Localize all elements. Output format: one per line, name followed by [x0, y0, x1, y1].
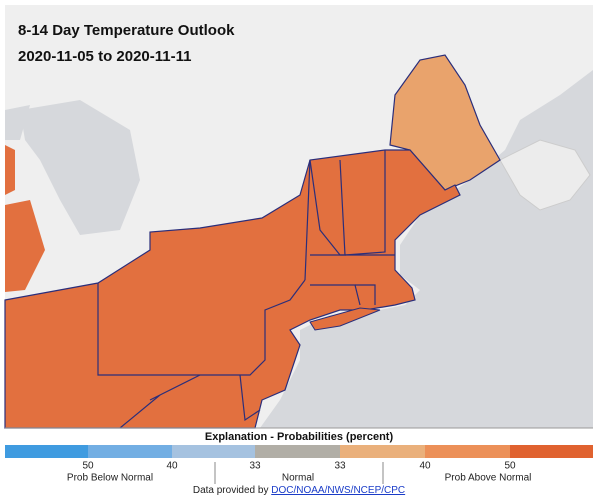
legend-tick: 50: [504, 461, 516, 472]
long-island: [309, 307, 381, 331]
color-bar: [5, 445, 593, 458]
nova-scotia: [499, 139, 591, 211]
legend-label: Normal: [282, 473, 314, 484]
source-link[interactable]: DOC/NOAA/NWS/NCEP/CPC: [271, 485, 406, 496]
swatch: [255, 445, 340, 458]
footer: Data provided by DOC/NOAA/NWS/NCEP/CPC: [0, 485, 598, 496]
swatch: [340, 445, 425, 458]
outlook-area: [5, 200, 45, 292]
legend-tick: 33: [334, 461, 346, 472]
lake-huron: [20, 100, 140, 235]
swatch: [5, 445, 88, 458]
lake-michigan: [5, 105, 30, 140]
legend-label: Prob Below Normal: [67, 473, 153, 484]
legend-tick: 40: [166, 461, 178, 472]
legend-title: Explanation - Probabilities (percent): [205, 431, 394, 443]
footer-text: Data provided by: [192, 485, 269, 496]
swatch: [425, 445, 510, 458]
map-dates: 2020-11-05 to 2020-11-11: [18, 48, 191, 65]
swatch: [172, 445, 255, 458]
swatch: [88, 445, 172, 458]
legend-tick: 33: [249, 461, 261, 472]
legend-tick: 50: [82, 461, 94, 472]
state-borders: [97, 150, 395, 429]
swatch: [510, 445, 593, 458]
map-title: 8-14 Day Temperature Outlook: [18, 22, 235, 39]
legend-label: Prob Above Normal: [445, 473, 532, 484]
legend-tick: 40: [419, 461, 431, 472]
outlook-area: [5, 145, 15, 195]
outlook-area: [4, 149, 461, 429]
